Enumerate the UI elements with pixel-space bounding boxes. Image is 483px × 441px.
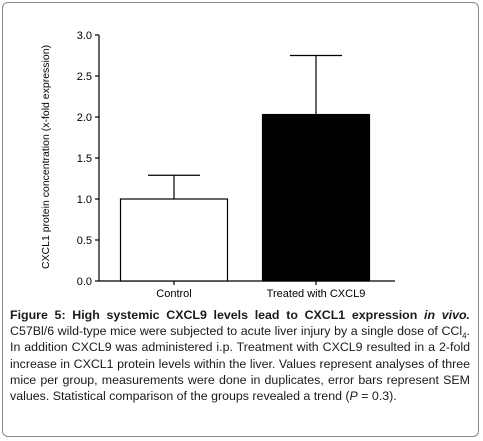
plot-area: 0.0 0.5 1.0 1.5 2.0 2.5 3.0 Control Treated with… bbox=[77, 30, 395, 300]
figure-frame bbox=[2, 2, 479, 437]
bar bbox=[261, 113, 371, 282]
caption-title: High systemic CXCL9 levels lead to CXCL1… bbox=[72, 308, 418, 322]
x-tick-label: Treated with CXCL9 bbox=[267, 288, 366, 300]
caption-text-2: . In addition CXCL9 was administered i.p… bbox=[10, 324, 470, 404]
caption-text-3: = 0.3). bbox=[357, 389, 397, 404]
bar bbox=[119, 198, 229, 282]
caption-text-1: C57Bl/6 wild-type mice were subjected to… bbox=[10, 324, 463, 339]
y-tick-label: 0.0 bbox=[77, 276, 92, 288]
caption-p-symbol: P bbox=[349, 389, 358, 404]
bar-chart: 0.0 0.5 1.0 1.5 2.0 2.5 3.0 Control Treated with… bbox=[40, 30, 395, 300]
x-tick-label: Control bbox=[156, 288, 191, 300]
y-tick-label: 2.5 bbox=[77, 71, 92, 83]
caption-subscript: 4 bbox=[462, 331, 467, 341]
caption-label: Figure 5: bbox=[10, 308, 66, 322]
caption-title-italic: in vivo. bbox=[424, 308, 470, 322]
y-tick-label: 3.0 bbox=[77, 30, 92, 42]
figure-caption: Figure 5: High systemic CXCL9 levels lea… bbox=[10, 307, 470, 404]
y-axis-label: CXCL1 protein concentration (x-fold expr… bbox=[40, 45, 52, 269]
y-tick-label: 2.0 bbox=[77, 112, 92, 124]
y-tick-label: 0.5 bbox=[77, 235, 92, 247]
y-tick-label: 1.0 bbox=[77, 194, 92, 206]
y-tick-label: 1.5 bbox=[77, 153, 92, 165]
